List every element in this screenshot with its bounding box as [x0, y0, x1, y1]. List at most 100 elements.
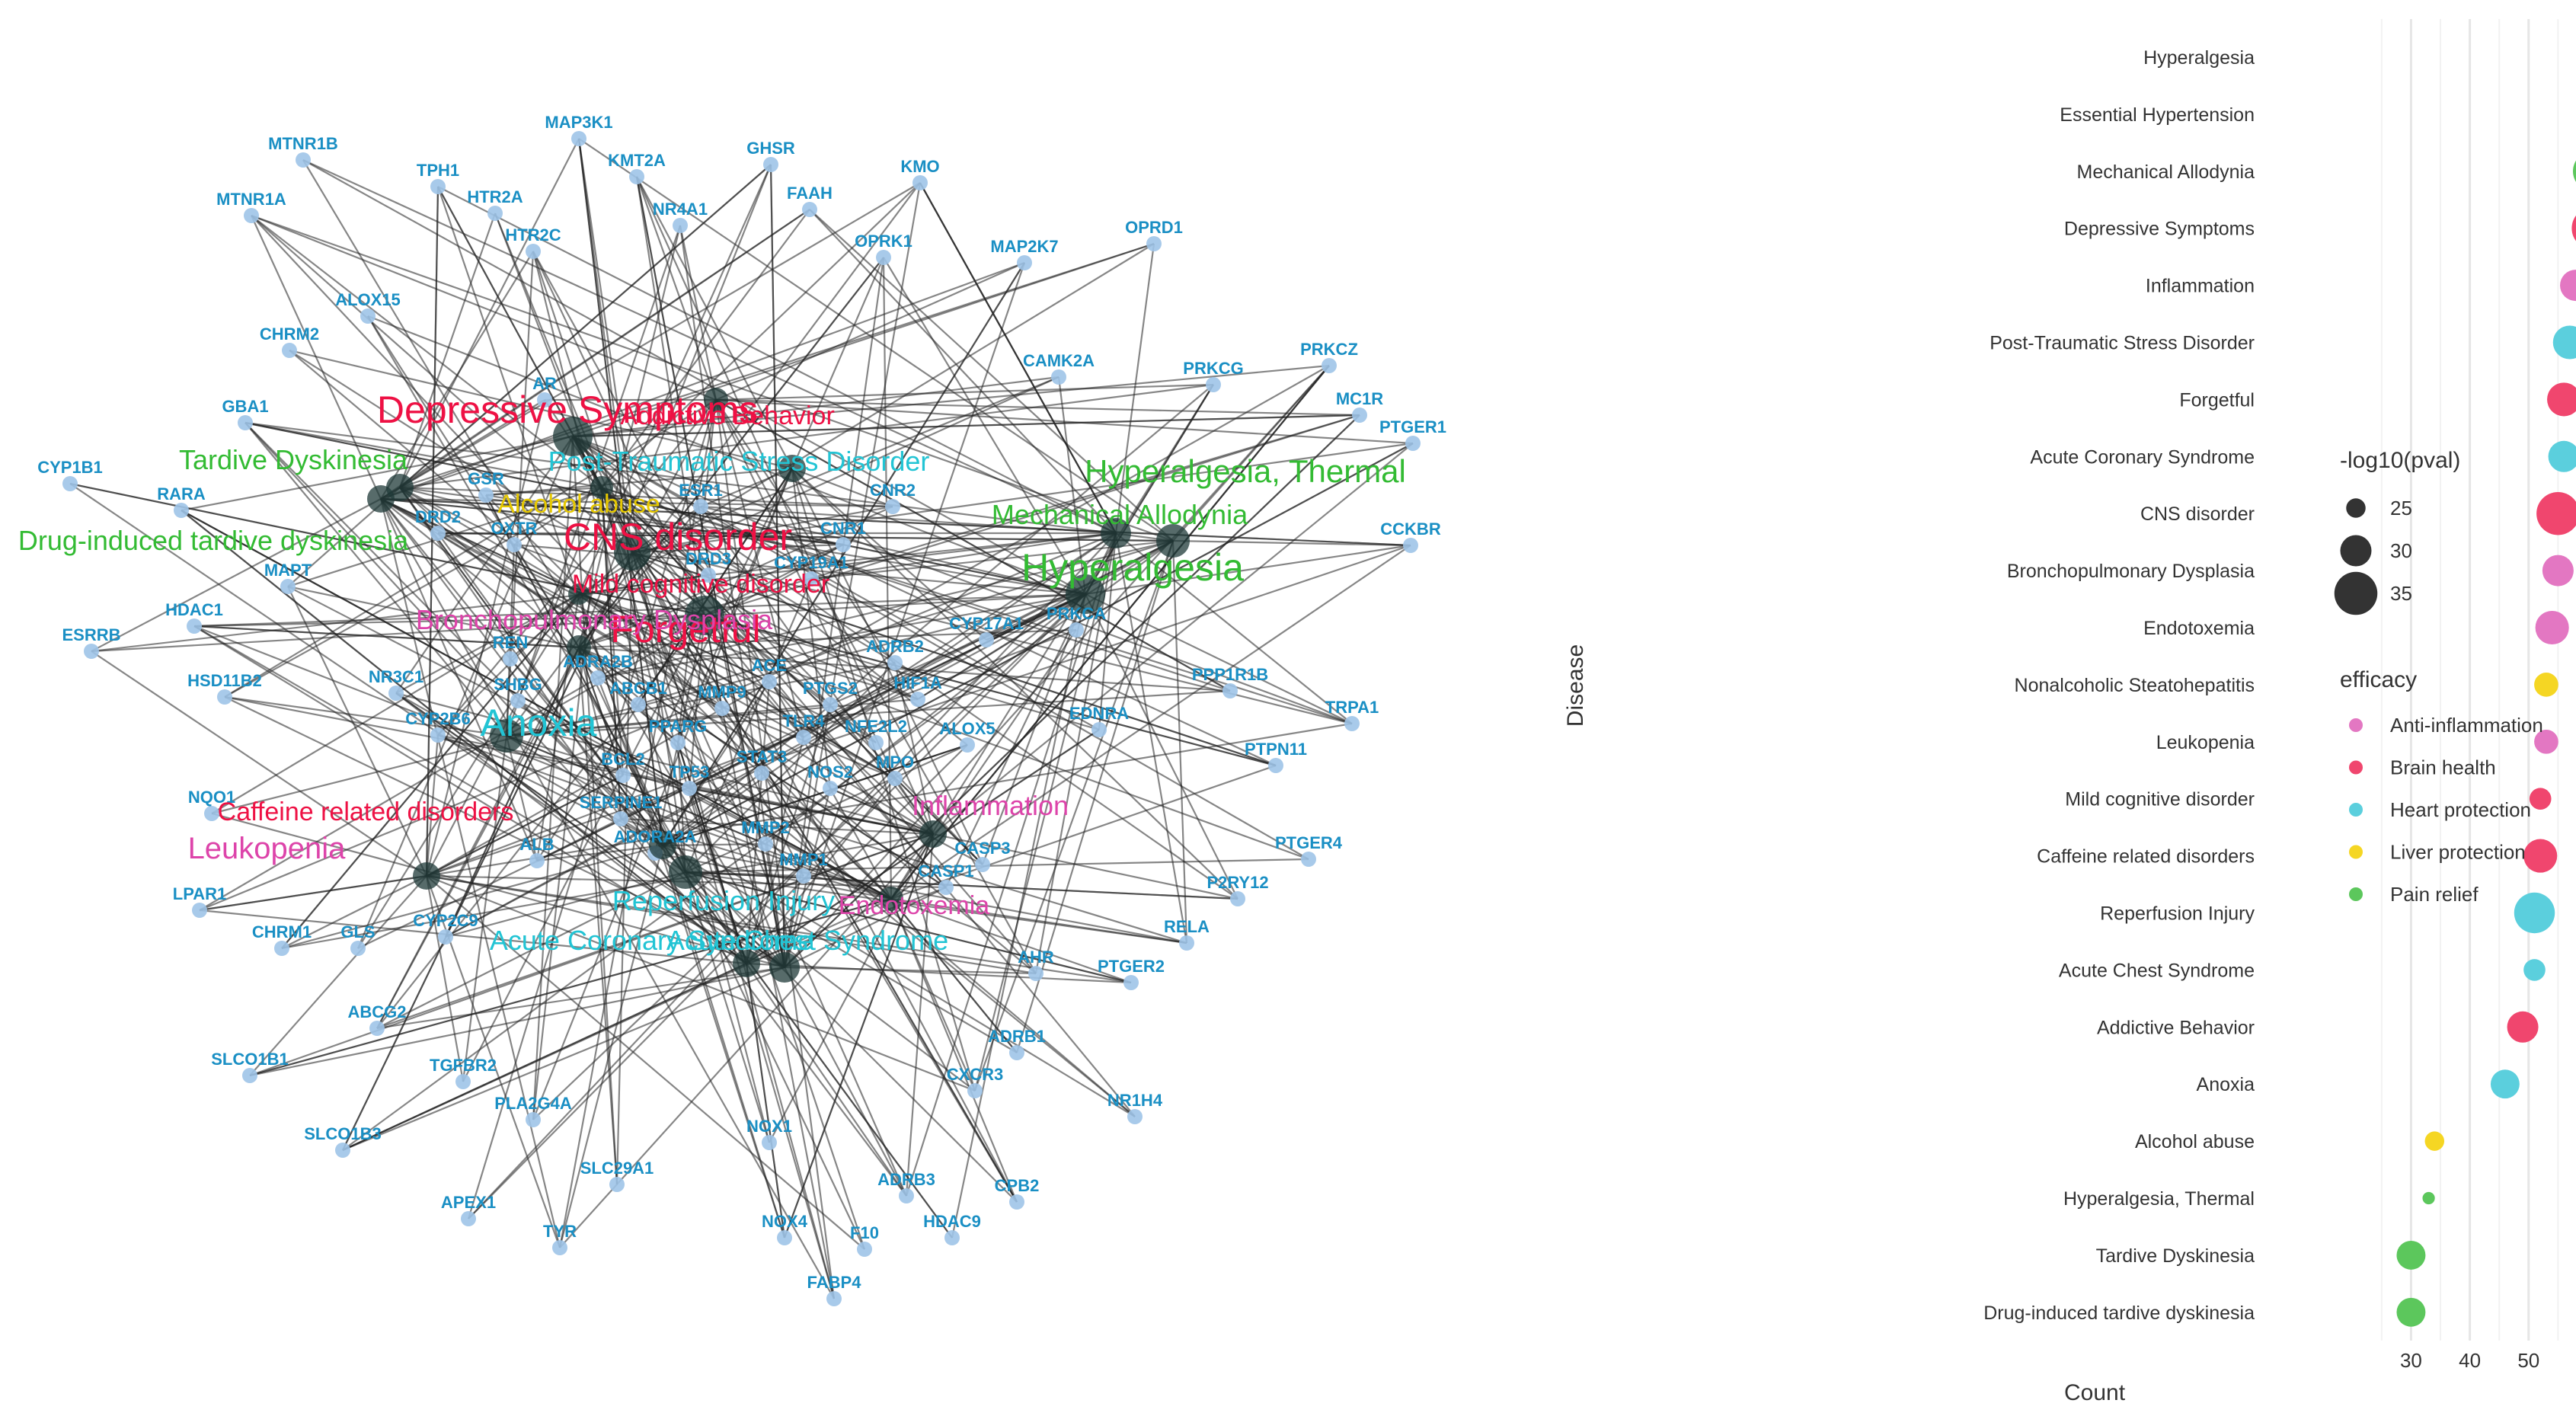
gene-node-esr1 [693, 499, 708, 514]
gene-label-ptpn11: PTPN11 [1245, 740, 1307, 759]
edge [746, 886, 947, 965]
edge [932, 443, 1414, 835]
gene-label-apex1: APEX1 [441, 1193, 496, 1212]
gene-node-kmt2a [629, 169, 644, 184]
point-drug-induced-tardive-dyskinesia [2396, 1297, 2426, 1327]
edge [1115, 532, 1353, 724]
edge [380, 498, 877, 743]
edge [425, 734, 439, 877]
disease-label-mild-cognitive-disorder: Mild cognitive disorder [572, 570, 829, 599]
gene-node-chrm1 [274, 941, 289, 956]
edge [437, 734, 663, 846]
gene-node-tph1 [430, 179, 446, 194]
gene-node-ptpn11 [1268, 758, 1283, 773]
edge [791, 468, 987, 641]
gene-label-alb: ALB [519, 835, 554, 854]
edge [559, 833, 934, 1248]
edge [684, 578, 813, 873]
x-tick-labels: 3040506070 [2400, 1349, 2539, 1372]
gene-labels: MTNR1B TPH1 MAP3K1 KMT2A GHSR KMO MTNR1A HTR2A N… [37, 113, 1446, 1292]
gene-node-adrb2 [887, 655, 903, 670]
disease-label-reperfusion-injury: Reperfusion Injury [612, 885, 835, 916]
gene-label-map3k1: MAP3K1 [545, 113, 612, 132]
gene-node-lpar1 [192, 903, 207, 918]
edge [437, 532, 663, 846]
edge [193, 625, 747, 964]
gene-node-cyp17a1 [979, 632, 994, 647]
disease-labels: Depressive Symptoms CNS disorder Forgetful… [18, 388, 1406, 956]
edge [445, 593, 1086, 938]
edge [601, 487, 983, 865]
size-legend-label: 30 [2390, 539, 2412, 562]
edge [981, 593, 1087, 865]
point-acute-chest-syndrome [2523, 959, 2546, 981]
gene-node-adra2b [590, 670, 606, 686]
edge [244, 421, 602, 489]
gene-node-mmp2 [758, 836, 773, 852]
disease-node-addictive-behavior [704, 388, 728, 412]
edge [635, 176, 718, 401]
edge [638, 539, 1174, 706]
gene-label-oxtr: OXTR [491, 519, 537, 538]
edge [513, 544, 580, 648]
point-cns-disorder [2536, 491, 2576, 535]
gene-label-prkca: PRKCA [1047, 604, 1106, 623]
edge [506, 544, 844, 737]
gene-node-chrm2 [282, 343, 297, 358]
gene-label-hdac1: HDAC1 [165, 600, 223, 619]
edge [199, 874, 427, 912]
gene-label-htr2a: HTR2A [467, 187, 523, 206]
disease-node-alcohol-abuse [590, 476, 613, 499]
color-legend-label-pain-relief: Pain relief [2390, 883, 2479, 906]
edge [600, 487, 622, 820]
edge [714, 399, 805, 738]
y-tick-label-acute-chest-syndrome: Acute Chest Syndrome [2059, 960, 2255, 981]
disease-label-forgetful: Forgetful [610, 608, 760, 650]
edge [532, 251, 705, 616]
edge [791, 257, 885, 469]
disease-node-post-traumatic-stress-disorder [778, 455, 806, 482]
gene-label-abcg2: ABCG2 [347, 1002, 406, 1021]
edge [572, 436, 983, 865]
gene-node-abcb1 [631, 697, 646, 712]
y-tick-label-nonalcoholic-steatohepatitis: Nonalcoholic Steatohepatitis [2015, 675, 2255, 696]
color-legend-dot-anti-inflammation [2349, 718, 2363, 732]
dot-plot: Hyperalgesia Essential Hypertension Mechan… [1563, 19, 2576, 1405]
edge [1098, 532, 1117, 730]
edge [572, 436, 1100, 730]
disease-label-alcohol-abuse: Alcohol abuse [497, 490, 660, 519]
gene-label-kmt2a: KMT2A [608, 151, 666, 170]
color-legend-label-heart-protection: Heart protection [2390, 798, 2531, 821]
edge [685, 871, 1132, 984]
gene-label-nos2: NOS2 [807, 762, 853, 782]
edge [399, 487, 515, 545]
edge [281, 593, 580, 949]
gene-label-lpar1: LPAR1 [173, 884, 227, 903]
edge [784, 365, 1330, 968]
edge [376, 615, 705, 1029]
disease-node-hyperalgesia [1066, 574, 1105, 614]
edge [395, 692, 934, 836]
gene-node-mc1r [1352, 408, 1367, 423]
gene-node-hsd11b2 [217, 689, 232, 705]
edge [746, 744, 968, 964]
legend: -log10(pval) 25 30 35 efficacy Anti-inflam… [2334, 448, 2543, 906]
size-legend-items: 25 30 35 [2334, 497, 2412, 615]
gene-label-drd2: DRD2 [415, 507, 461, 526]
gene-label-stat3: STAT3 [737, 747, 787, 766]
point-reperfusion-injury [2514, 892, 2555, 934]
gene-label-nr3c1: NR3C1 [369, 667, 423, 686]
edge [890, 898, 1018, 1053]
gene-node-nr4a1 [673, 218, 688, 233]
disease-node-leukopenia [413, 862, 440, 890]
gene-node-faah [802, 202, 817, 217]
gene-label-tp53: TP53 [670, 762, 710, 782]
gene-label-adrb3: ADRB3 [877, 1170, 935, 1189]
gene-node-cckbr [1403, 538, 1418, 553]
edge [1085, 593, 1238, 900]
size-legend-dot [2346, 498, 2366, 518]
edge [380, 498, 907, 1197]
edge [380, 497, 844, 546]
edge [244, 421, 1174, 542]
gene-label-hsd11b2: HSD11B2 [187, 671, 262, 690]
